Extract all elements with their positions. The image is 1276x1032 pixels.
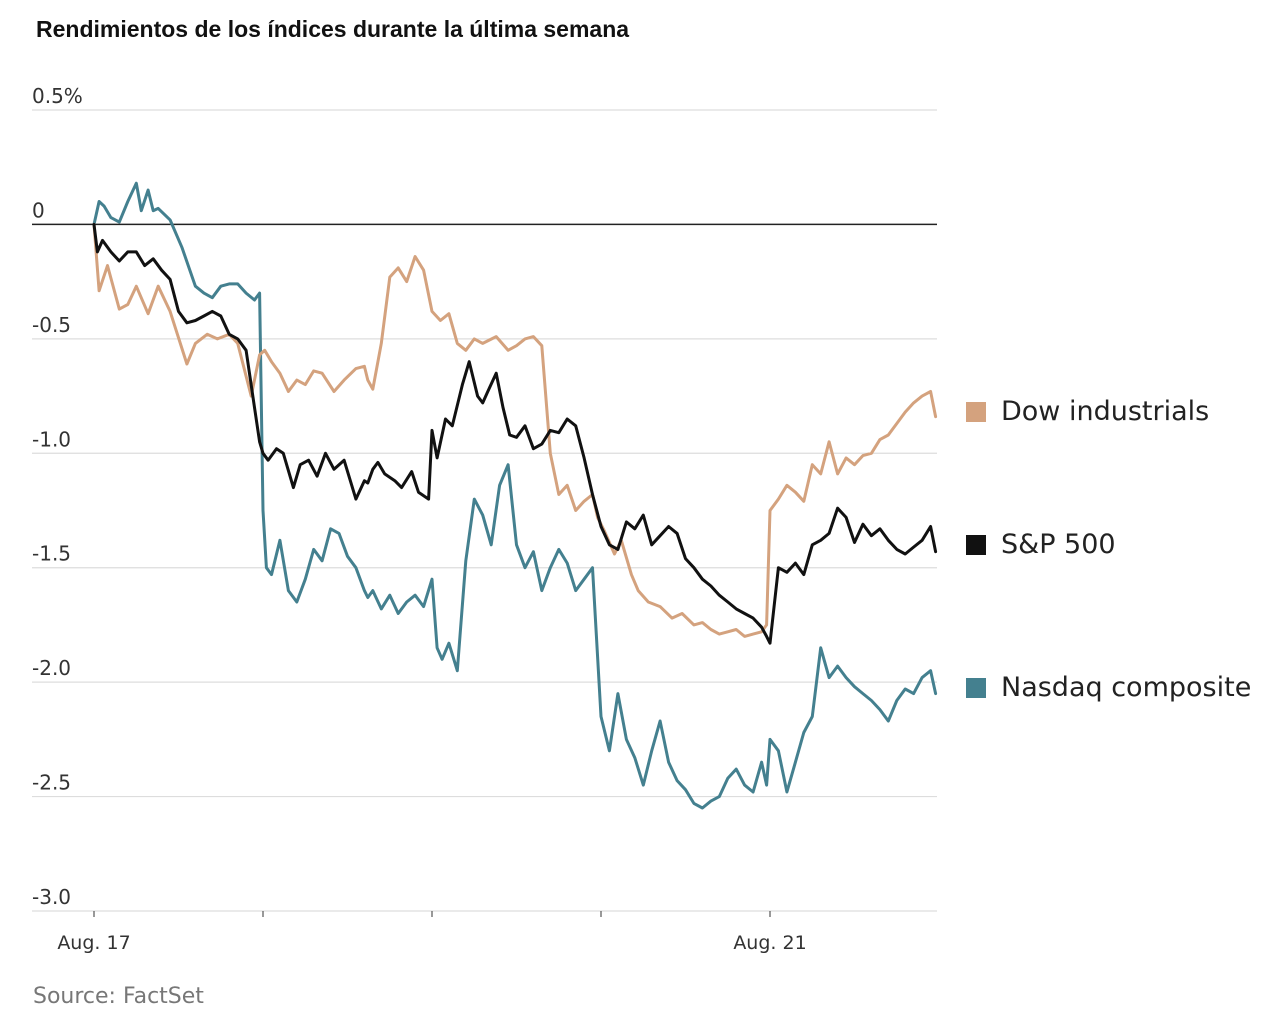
y-tick-label: -0.5 [32,313,71,337]
y-tick-label: -1.5 [32,542,71,566]
y-tick-label: -1.0 [32,427,71,451]
y-tick-label: -3.0 [32,885,71,909]
y-axis-ticks: 0.5% 0 -0.5 -1.0 -1.5 -2.0 -2.5 -3.0 [32,84,83,909]
series-line-sp500 [92,222,938,645]
chart-title: Rendimientos de los índices durante la ú… [36,16,630,42]
source-note: Source: FactSet [33,984,204,1009]
legend-swatch-sp500 [966,534,986,555]
legend-sp500: S&P 500 [966,529,1116,560]
y-tick-label: 0 [32,198,45,222]
grid-lines [32,109,937,912]
x-axis-ticks: Aug. 17 Aug. 21 [57,911,807,954]
legend-swatch-nasdaq [966,677,986,698]
x-tick-label: Aug. 17 [57,932,130,954]
y-tick-label: -2.0 [32,656,71,680]
legend-dow-industrials: Dow industrials [966,396,1209,427]
x-tick-label: Aug. 21 [733,932,806,954]
legend-swatch-dow [966,401,986,422]
series-lines [92,181,938,810]
legend-label-nasdaq: Nasdaq composite [1001,672,1252,703]
y-tick-label: 0.5% [32,84,83,108]
series-line-nasdaq [92,181,938,810]
y-tick-label: -2.5 [32,771,71,795]
series-line-dow [92,222,938,638]
legend-label-sp500: S&P 500 [1001,529,1116,560]
legend-label-dow: Dow industrials [1001,396,1210,427]
legend-nasdaq-composite: Nasdaq composite [966,672,1251,703]
